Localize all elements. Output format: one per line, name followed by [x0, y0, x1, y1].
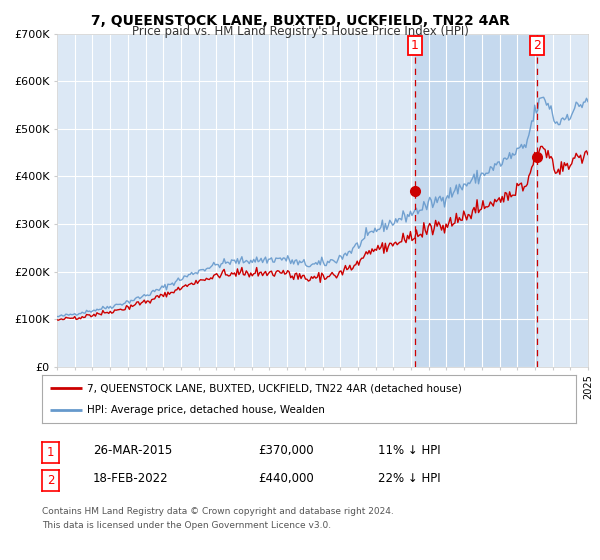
Text: Price paid vs. HM Land Registry's House Price Index (HPI): Price paid vs. HM Land Registry's House …: [131, 25, 469, 38]
Text: 18-FEB-2022: 18-FEB-2022: [93, 472, 169, 486]
Text: 7, QUEENSTOCK LANE, BUXTED, UCKFIELD, TN22 4AR: 7, QUEENSTOCK LANE, BUXTED, UCKFIELD, TN…: [91, 14, 509, 28]
Text: 22% ↓ HPI: 22% ↓ HPI: [378, 472, 440, 486]
Text: Contains HM Land Registry data © Crown copyright and database right 2024.: Contains HM Land Registry data © Crown c…: [42, 507, 394, 516]
Text: 7, QUEENSTOCK LANE, BUXTED, UCKFIELD, TN22 4AR (detached house): 7, QUEENSTOCK LANE, BUXTED, UCKFIELD, TN…: [88, 383, 462, 393]
Text: 26-MAR-2015: 26-MAR-2015: [93, 444, 172, 458]
Text: 2: 2: [47, 474, 54, 487]
Text: £370,000: £370,000: [258, 444, 314, 458]
Text: 1: 1: [411, 39, 419, 52]
Text: HPI: Average price, detached house, Wealden: HPI: Average price, detached house, Weal…: [88, 405, 325, 415]
Bar: [415, 34, 537, 367]
Text: £440,000: £440,000: [258, 472, 314, 486]
Text: 11% ↓ HPI: 11% ↓ HPI: [378, 444, 440, 458]
Text: 2: 2: [533, 39, 541, 52]
Text: This data is licensed under the Open Government Licence v3.0.: This data is licensed under the Open Gov…: [42, 521, 331, 530]
Text: 1: 1: [47, 446, 54, 459]
